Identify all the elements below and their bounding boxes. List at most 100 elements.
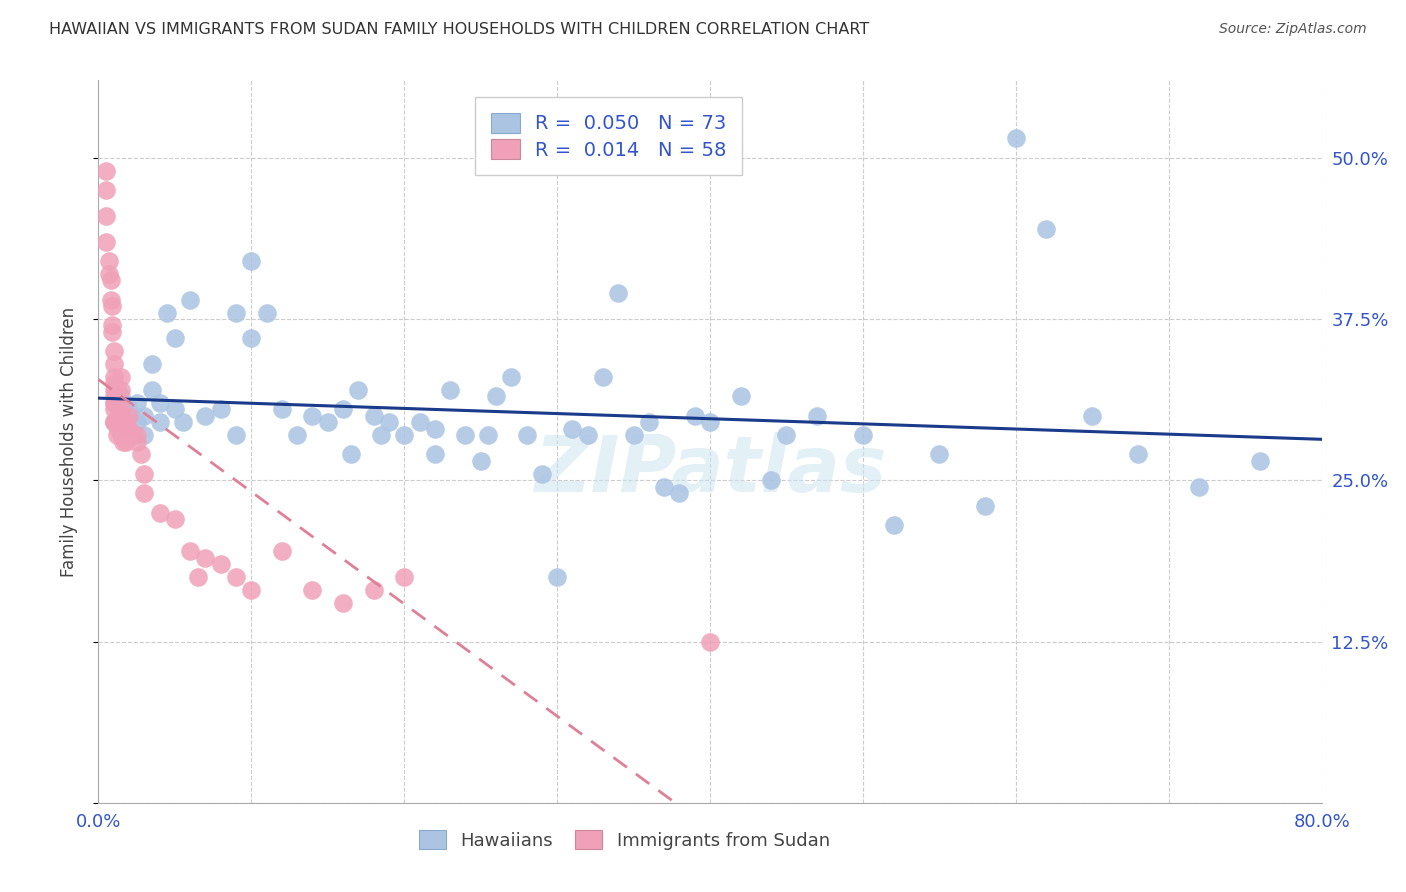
Point	[98, 254, 121, 268]
Point	[163, 402, 186, 417]
Point	[103, 415, 125, 429]
Point	[103, 415, 125, 429]
Point	[134, 409, 156, 423]
Point	[852, 428, 875, 442]
Point	[378, 415, 401, 429]
Point	[110, 370, 132, 384]
Point	[110, 383, 132, 397]
Point	[100, 273, 122, 287]
Point	[363, 409, 385, 423]
Point	[530, 467, 553, 481]
Point	[392, 570, 416, 584]
Point	[110, 428, 132, 442]
Point	[105, 396, 128, 410]
Point	[301, 409, 323, 423]
Point	[928, 447, 950, 461]
Point	[125, 428, 148, 442]
Point	[107, 422, 129, 436]
Point	[561, 422, 583, 436]
Point	[110, 409, 132, 423]
Point	[100, 293, 122, 307]
Point	[332, 596, 354, 610]
Point	[392, 428, 416, 442]
Point	[105, 383, 128, 397]
Point	[370, 428, 392, 442]
Point	[110, 415, 132, 429]
Point	[683, 409, 706, 423]
Point	[105, 428, 128, 442]
Point	[1188, 480, 1211, 494]
Point	[187, 570, 209, 584]
Point	[209, 402, 232, 417]
Point	[1035, 221, 1057, 235]
Point	[316, 415, 339, 429]
Point	[101, 325, 124, 339]
Point	[111, 434, 134, 449]
Point	[546, 570, 568, 584]
Point	[125, 396, 148, 410]
Point	[1004, 131, 1026, 145]
Point	[112, 415, 135, 429]
Point	[103, 344, 125, 359]
Point	[134, 467, 156, 481]
Point	[607, 286, 630, 301]
Point	[94, 183, 117, 197]
Point	[225, 428, 247, 442]
Point	[209, 557, 232, 571]
Point	[699, 415, 721, 429]
Point	[240, 331, 263, 345]
Point	[256, 305, 278, 319]
Point	[94, 163, 117, 178]
Point	[156, 305, 179, 319]
Point	[270, 402, 292, 417]
Point	[477, 428, 499, 442]
Point	[668, 486, 690, 500]
Point	[115, 415, 138, 429]
Legend: Hawaiians, Immigrants from Sudan: Hawaiians, Immigrants from Sudan	[411, 822, 838, 859]
Point	[652, 480, 675, 494]
Point	[125, 415, 148, 429]
Point	[1081, 409, 1104, 423]
Point	[103, 389, 125, 403]
Point	[699, 634, 721, 648]
Point	[118, 422, 141, 436]
Point	[101, 299, 124, 313]
Point	[107, 409, 129, 423]
Point	[194, 409, 217, 423]
Point	[118, 409, 141, 423]
Point	[163, 512, 186, 526]
Point	[115, 434, 138, 449]
Point	[172, 415, 194, 429]
Point	[806, 409, 828, 423]
Point	[103, 357, 125, 371]
Point	[121, 428, 143, 442]
Point	[98, 267, 121, 281]
Point	[1128, 447, 1150, 461]
Point	[225, 570, 247, 584]
Point	[775, 428, 797, 442]
Point	[125, 434, 148, 449]
Point	[94, 235, 117, 249]
Point	[501, 370, 523, 384]
Point	[730, 389, 752, 403]
Point	[179, 293, 201, 307]
Point	[240, 254, 263, 268]
Point	[103, 396, 125, 410]
Point	[270, 544, 292, 558]
Point	[470, 454, 492, 468]
Point	[118, 402, 141, 417]
Point	[454, 428, 477, 442]
Point	[149, 396, 172, 410]
Point	[332, 402, 354, 417]
Point	[363, 582, 385, 597]
Point	[110, 389, 132, 403]
Point	[485, 389, 508, 403]
Point	[129, 447, 152, 461]
Point	[149, 415, 172, 429]
Point	[408, 415, 430, 429]
Y-axis label: Family Households with Children: Family Households with Children	[59, 307, 77, 576]
Point	[149, 506, 172, 520]
Point	[110, 402, 132, 417]
Point	[194, 550, 217, 565]
Point	[423, 447, 446, 461]
